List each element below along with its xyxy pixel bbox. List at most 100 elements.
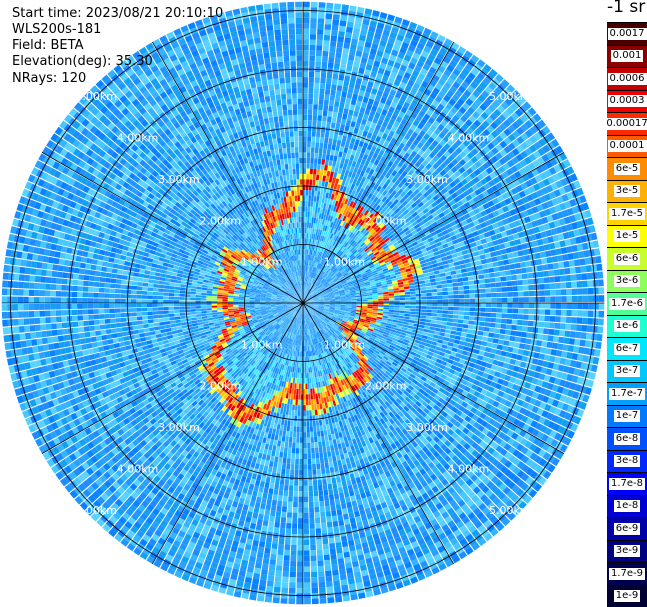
range-gate-cell [397,99,405,107]
range-gate-cell [451,322,458,327]
range-gate-cell [484,317,491,322]
range-gate-cell [420,286,427,291]
range-gate-cell [383,296,389,299]
range-gate-cell [308,87,314,94]
range-gate-cell [517,319,523,326]
range-gate-cell [472,111,481,119]
range-gate-cell [365,225,372,231]
range-gate-cell [327,181,332,188]
range-gate-cell [370,122,377,129]
range-gate-cell [379,62,387,70]
range-gate-cell [379,137,386,145]
range-gate-cell [381,225,387,231]
range-gate-cell [478,274,485,280]
range-gate-cell [305,195,309,201]
range-gate-cell [303,55,309,61]
range-gate-cell [354,17,363,24]
range-gate-cell [329,303,336,305]
range-gate-cell [396,34,405,42]
range-gate-cell [328,257,333,263]
range-gate-cell [423,184,431,191]
range-gate-cell [339,174,345,181]
range-gate-cell [344,249,350,255]
range-gate-cell [542,264,549,271]
range-gate-cell [325,220,330,227]
range-gate-cell [306,276,308,282]
range-gate-cell [303,136,307,142]
range-gate-cell [432,266,439,272]
range-gate-cell [332,253,337,259]
range-gate-cell [310,7,318,13]
range-gate-cell [423,272,430,277]
range-gate-cell [381,133,388,140]
range-gate-cell [447,314,454,319]
range-gate-cell [501,308,508,313]
range-gate-cell [360,176,367,183]
range-gate-cell [318,240,322,247]
range-gate-cell [512,89,521,99]
range-gate-cell [450,270,457,276]
range-gate-cell [314,287,319,292]
range-gate-cell [332,14,340,21]
range-gate-cell [330,166,336,173]
range-gate-cell [394,165,401,173]
range-gate-cell [554,322,561,330]
range-gate-cell [356,157,363,164]
range-gate-cell [440,86,449,95]
range-gate-cell [458,290,465,295]
range-gate-cell [312,278,316,284]
range-gate-cell [351,189,356,196]
range-gate-cell [336,46,343,54]
range-gate-cell [349,49,356,56]
range-gate-cell [358,181,364,188]
range-gate-cell [308,227,311,234]
range-gate-cell [442,310,449,314]
range-gate-cell [404,84,413,92]
range-gate-cell [560,316,567,323]
range-gate-cell [344,204,349,211]
range-gate-cell [376,192,382,199]
range-gate-cell [337,134,343,141]
range-gate-cell [320,258,324,265]
range-gate-cell [377,45,386,52]
range-gate-cell [500,323,507,329]
range-gate-cell [316,251,320,257]
range-gate-cell [329,264,334,270]
range-gate-cell [309,55,316,62]
range-gate-cell [359,170,366,177]
range-gate-cell [309,277,312,283]
range-gate-cell [432,44,441,52]
range-gate-cell [507,292,513,297]
range-gate-cell [583,250,590,258]
range-gate-cell [303,195,306,201]
range-gate-cell [348,143,354,150]
range-gate-cell [381,144,388,152]
range-gate-cell [410,179,418,186]
range-gate-cell [304,292,307,298]
range-gate-cell [331,30,338,37]
range-gate-cell [393,108,400,116]
range-gate-cell [526,266,533,273]
range-gate-cell [512,303,519,308]
range-gate-cell [336,249,341,255]
range-gate-cell [304,265,306,271]
range-gate-cell [350,121,356,128]
range-gate-cell [351,115,358,123]
range-gate-cell [393,61,401,70]
range-gate-cell [484,322,491,327]
range-gate-cell [316,256,319,263]
range-gate-cell [522,279,529,285]
range-gate-cell [565,274,572,282]
range-gate-cell [353,185,359,192]
range-gate-cell [335,242,340,248]
range-gate-cell [378,298,384,301]
range-gate-cell [383,204,390,211]
range-gate-cell [370,70,377,78]
range-gate-cell [309,174,313,180]
range-gate-cell [477,124,486,132]
range-gate-cell [336,156,342,163]
range-gate-cell [404,203,411,210]
range-gate-cell [458,294,465,299]
range-gate-cell [334,262,339,267]
range-gate-cell [333,106,339,113]
